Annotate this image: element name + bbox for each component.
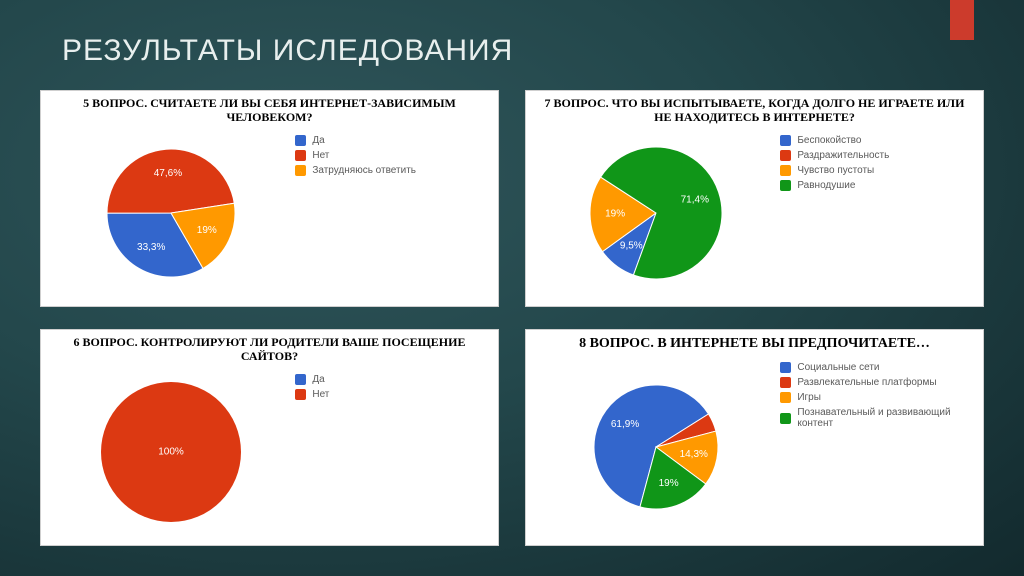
svg-text:71,4%: 71,4%	[681, 195, 709, 206]
legend-swatch	[780, 135, 791, 146]
pie-chart-q5: 33,3% 47,6% 19%	[51, 127, 291, 300]
legend-q8: Социальные сети Развлекательные платформы…	[776, 354, 973, 539]
legend-item: Социальные сети	[780, 362, 971, 373]
svg-text:19%: 19%	[605, 209, 625, 220]
legend-label: Развлекательные платформы	[797, 377, 936, 388]
legend-swatch	[295, 389, 306, 400]
legend-item: Нет	[295, 389, 486, 400]
svg-text:19%: 19%	[659, 477, 679, 488]
pie-chart-q6: 100%	[51, 366, 291, 539]
legend-swatch	[295, 374, 306, 385]
legend-item: Да	[295, 135, 486, 146]
legend-item: Равнодушие	[780, 180, 971, 191]
legend-label: Беспокойство	[797, 135, 861, 146]
legend-label: Социальные сети	[797, 362, 879, 373]
svg-text:47,6%: 47,6%	[154, 168, 182, 179]
legend-label: Нет	[312, 150, 329, 161]
svg-text:9,5%: 9,5%	[620, 241, 643, 252]
pie-chart-q7: 9,5% 19% 71,4%	[536, 127, 776, 300]
svg-text:19%: 19%	[197, 225, 217, 236]
legend-swatch	[780, 413, 791, 424]
legend-label: Да	[312, 374, 324, 385]
legend-label: Затрудняюсь ответить	[312, 165, 416, 176]
legend-q7: Беспокойство Раздражительность Чувство пус…	[776, 127, 973, 300]
legend-item: Беспокойство	[780, 135, 971, 146]
legend-label: Равнодушие	[797, 180, 855, 191]
svg-text:100%: 100%	[158, 447, 184, 458]
legend-swatch	[780, 150, 791, 161]
legend-label: Нет	[312, 389, 329, 400]
legend-item: Да	[295, 374, 486, 385]
legend-label: Игры	[797, 392, 821, 403]
legend-item: Нет	[295, 150, 486, 161]
legend-swatch	[295, 135, 306, 146]
legend-swatch	[780, 165, 791, 176]
legend-swatch	[780, 362, 791, 373]
legend-q5: Да Нет Затрудняюсь ответить	[291, 127, 488, 300]
legend-item: Развлекательные платформы	[780, 377, 971, 388]
panel-q8: 8 ВОПРОС. В ИНТЕРНЕТЕ ВЫ ПРЕДПОЧИТАЕТЕ… …	[525, 329, 984, 546]
legend-swatch	[295, 150, 306, 161]
legend-item: Познавательный и развивающий контент	[780, 407, 971, 429]
legend-item: Затрудняюсь ответить	[295, 165, 486, 176]
panel-title: 5 ВОПРОС. СЧИТАЕТЕ ЛИ ВЫ СЕБЯ ИНТЕРНЕТ-З…	[51, 97, 488, 125]
svg-text:61,9%: 61,9%	[611, 418, 639, 429]
legend-label: Раздражительность	[797, 150, 889, 161]
slide-title: РЕЗУЛЬТАТЫ ИСЛЕДОВАНИЯ	[62, 34, 513, 68]
legend-swatch	[295, 165, 306, 176]
panel-title: 7 ВОПРОС. ЧТО ВЫ ИСПЫТЫВАЕТЕ, КОГДА ДОЛГ…	[536, 97, 973, 125]
legend-swatch	[780, 392, 791, 403]
panel-title: 6 ВОПРОС. КОНТРОЛИРУЮТ ЛИ РОДИТЕЛИ ВАШЕ …	[51, 336, 488, 364]
legend-item: Раздражительность	[780, 150, 971, 161]
legend-label: Да	[312, 135, 324, 146]
legend-item: Игры	[780, 392, 971, 403]
pie-slice	[107, 149, 234, 213]
pie-chart-q8: 61,9% 14,3% 19%	[536, 354, 776, 539]
legend-swatch	[780, 377, 791, 388]
panel-q6: 6 ВОПРОС. КОНТРОЛИРУЮТ ЛИ РОДИТЕЛИ ВАШЕ …	[40, 329, 499, 546]
legend-item: Чувство пустоты	[780, 165, 971, 176]
accent-bar	[950, 0, 974, 40]
svg-text:33,3%: 33,3%	[137, 242, 165, 253]
panel-q7: 7 ВОПРОС. ЧТО ВЫ ИСПЫТЫВАЕТЕ, КОГДА ДОЛГ…	[525, 90, 984, 307]
svg-text:14,3%: 14,3%	[680, 448, 708, 459]
pie-svg: 100%	[95, 376, 247, 528]
pie-svg: 61,9% 14,3% 19%	[588, 379, 724, 515]
pie-svg: 33,3% 47,6% 19%	[101, 143, 241, 283]
legend-label: Познавательный и развивающий контент	[797, 407, 971, 429]
legend-swatch	[780, 180, 791, 191]
panel-q5: 5 ВОПРОС. СЧИТАЕТЕ ЛИ ВЫ СЕБЯ ИНТЕРНЕТ-З…	[40, 90, 499, 307]
panel-title: 8 ВОПРОС. В ИНТЕРНЕТЕ ВЫ ПРЕДПОЧИТАЕТЕ…	[536, 336, 973, 352]
legend-q6: Да Нет	[291, 366, 488, 539]
legend-label: Чувство пустоты	[797, 165, 874, 176]
panels-grid: 5 ВОПРОС. СЧИТАЕТЕ ЛИ ВЫ СЕБЯ ИНТЕРНЕТ-З…	[40, 90, 984, 546]
pie-svg: 9,5% 19% 71,4%	[584, 141, 728, 285]
